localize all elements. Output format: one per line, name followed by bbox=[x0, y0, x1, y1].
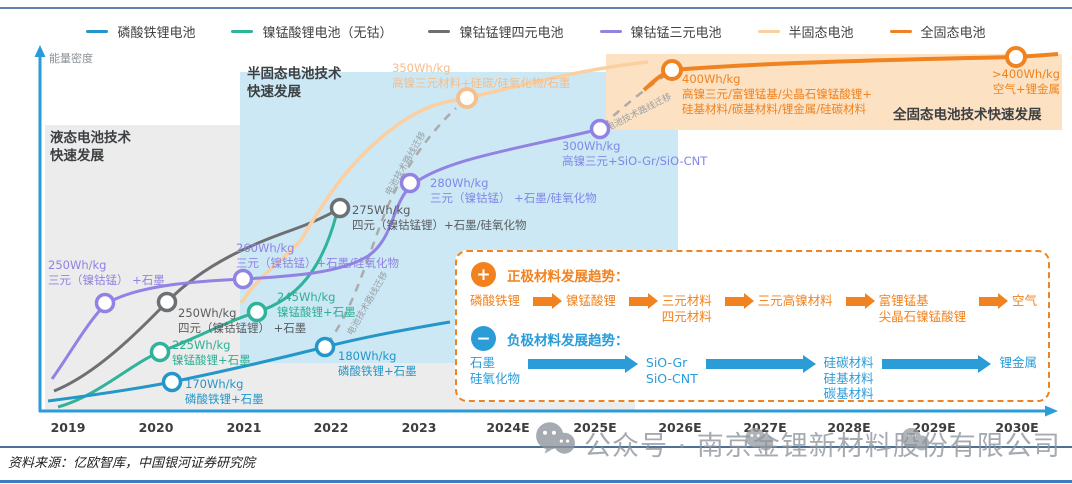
x-tick: 2029E bbox=[912, 420, 956, 435]
arrow-right-icon bbox=[532, 293, 562, 309]
cathode-trend-row: 磷酸铁锂 镍锰酸锂 三元材料 四元材料 三元高镍材料 富锂锰基 尖晶石镍锰酸锂 空气 bbox=[470, 293, 1037, 324]
anode-step: 石墨 硅氧化物 bbox=[470, 355, 521, 386]
cathode-trend-title: 正极材料发展趋势： bbox=[507, 268, 629, 285]
cathode-step: 镍锰酸锂 bbox=[565, 293, 616, 308]
x-tick: 2025E bbox=[573, 420, 617, 435]
cathode-step: 三元材料 四元材料 bbox=[661, 293, 712, 324]
cathode-step: 三元高镍材料 bbox=[757, 293, 833, 308]
anode-trend-header: − 负极材料发展趋势： bbox=[471, 326, 629, 351]
legend-item-ncm: 镍钴锰三元电池 bbox=[599, 22, 722, 41]
wechat-icon bbox=[901, 428, 930, 451]
legend-swatch-icon bbox=[599, 29, 622, 34]
legend-swatch-icon bbox=[757, 29, 780, 34]
region-title-liquid: 液态电池技术 快速发展 bbox=[50, 130, 131, 165]
legend-item-quaternary: 镍钴锰锂四元电池 bbox=[428, 22, 564, 41]
x-tick: 2022 bbox=[313, 420, 349, 435]
point-label-350-semisolid: 350Wh/kg 高镍三元材料+硅碳/硅氧化物/石墨 bbox=[392, 61, 571, 90]
point-label-275-quaternary: 275Wh/kg 四元（镍钴锰锂）+石墨/硅氧化物 bbox=[352, 203, 527, 232]
arrow-right-icon bbox=[881, 354, 992, 373]
x-tick: 2026E bbox=[658, 420, 702, 435]
point-label-260-ncm: 260Wh/kg 三元（镍钴锰）+石墨/硅氧化物 bbox=[236, 241, 400, 270]
arrow-right-icon bbox=[979, 293, 1009, 309]
legend-swatch-icon bbox=[86, 29, 109, 34]
legend-label: 磷酸铁锂电池 bbox=[117, 26, 196, 41]
arrow-right-icon bbox=[628, 293, 658, 309]
x-tick: 2021 bbox=[226, 420, 262, 435]
x-tick: 2028E bbox=[827, 420, 871, 435]
legend-item-solidstate: 全固态电池 bbox=[889, 22, 986, 41]
cathode-step: 磷酸铁锂 bbox=[470, 293, 521, 308]
anode-step: SiO-Gr SiO-CNT bbox=[645, 355, 698, 386]
minus-icon: − bbox=[471, 326, 496, 351]
legend-swatch-icon bbox=[231, 29, 254, 34]
material-trend-box: + 正极材料发展趋势： 磷酸铁锂 镍锰酸锂 三元材料 四元材料 三元高镍材料 富锂… bbox=[455, 250, 1050, 402]
cathode-trend-header: + 正极材料发展趋势： bbox=[471, 262, 629, 287]
arrow-right-icon bbox=[845, 293, 875, 309]
legend-label: 镍锰酸锂电池（无钴） bbox=[262, 26, 393, 41]
legend-item-lnmo: 镍锰酸锂电池（无钴） bbox=[231, 22, 392, 41]
wechat-icon bbox=[745, 428, 774, 451]
point-label-245-lnmo: 245Wh/kg 镍锰酸锂+石墨 bbox=[277, 290, 356, 319]
region-title-solidstate: 全固态电池技术快速发展 bbox=[893, 107, 1042, 123]
legend-label: 镍钴锰三元电池 bbox=[630, 26, 722, 41]
point-label-250-ncm: 250Wh/kg 三元（镍钴锰） +石墨 bbox=[48, 258, 165, 287]
y-axis-label: 能量密度 bbox=[49, 52, 93, 65]
legend-swatch-icon bbox=[889, 29, 912, 34]
cathode-step: 富锂锰基 尖晶石镍锰酸锂 bbox=[878, 293, 967, 324]
legend-item-lfp: 磷酸铁锂电池 bbox=[86, 22, 195, 41]
axis-bottom-divider bbox=[0, 446, 1072, 448]
point-label-400plus-solid: >400Wh/kg 空气+锂金属 bbox=[991, 67, 1060, 96]
x-tick: 2030E bbox=[995, 420, 1039, 435]
point-label-170-lfp: 170Wh/kg 磷酸铁锂+石墨 bbox=[185, 377, 264, 406]
point-label-225-lnmo: 225Wh/kg 镍锰酸锂+石墨 bbox=[172, 338, 251, 367]
point-label-400-solid: 400Wh/kg 高镍三元/富锂锰基/尖晶石镍锰酸锂+ 硅基材料/碳基材料/锂金属… bbox=[682, 72, 872, 116]
x-tick: 2023 bbox=[401, 420, 437, 435]
anode-step: 锂金属 bbox=[999, 355, 1037, 370]
legend-label: 全固态电池 bbox=[920, 26, 986, 41]
arrow-right-icon bbox=[724, 293, 754, 309]
anode-step: 硅碳材料 硅基材料 碳基材料 bbox=[823, 355, 874, 402]
x-tick: 2020 bbox=[138, 420, 174, 435]
cathode-step: 空气 bbox=[1011, 293, 1037, 308]
plus-icon: + bbox=[471, 262, 496, 287]
x-tick: 2019 bbox=[50, 420, 86, 435]
arrow-right-icon bbox=[705, 354, 816, 373]
region-title-semisolid: 半固态电池技术 快速发展 bbox=[247, 66, 342, 101]
point-label-180-lfp: 180Wh/kg 磷酸铁锂+石墨 bbox=[338, 349, 417, 378]
arrow-right-icon bbox=[528, 354, 638, 373]
legend-label: 半固态电池 bbox=[788, 26, 854, 41]
point-label-300-ncm: 300Wh/kg 高镍三元+SiO-Gr/SiO-CNT bbox=[562, 139, 708, 168]
anode-trend-row: 石墨 硅氧化物 SiO-Gr SiO-CNT 硅碳材料 硅基材料 碳基材料 锂金属 bbox=[470, 354, 1037, 402]
wechat-icon bbox=[536, 422, 575, 454]
top-divider bbox=[0, 7, 1072, 9]
bottom-divider bbox=[0, 480, 1072, 483]
y-axis-arrow-icon bbox=[34, 45, 46, 57]
legend-swatch-icon bbox=[428, 29, 451, 34]
point-label-280-ncm: 280Wh/kg 三元（镍钴锰） +石墨/硅氧化物 bbox=[430, 176, 597, 205]
x-tick: 2024E bbox=[486, 420, 530, 435]
watermark-text: 公众号 · 南京金锂新材料股份有限公司 bbox=[584, 431, 1061, 462]
legend-label: 镍钴锰锂四元电池 bbox=[459, 26, 564, 41]
source-note: 资料来源：亿欧智库，中国银河证券研究院 bbox=[8, 456, 256, 471]
legend-item-semisolid: 半固态电池 bbox=[757, 22, 854, 41]
x-axis-arrow-icon bbox=[1045, 405, 1058, 417]
chart-legend: 磷酸铁锂电池 镍锰酸锂电池（无钴） 镍钴锰锂四元电池 镍钴锰三元电池 半固态电池… bbox=[0, 22, 1072, 41]
anode-trend-title: 负极材料发展趋势： bbox=[507, 332, 629, 349]
